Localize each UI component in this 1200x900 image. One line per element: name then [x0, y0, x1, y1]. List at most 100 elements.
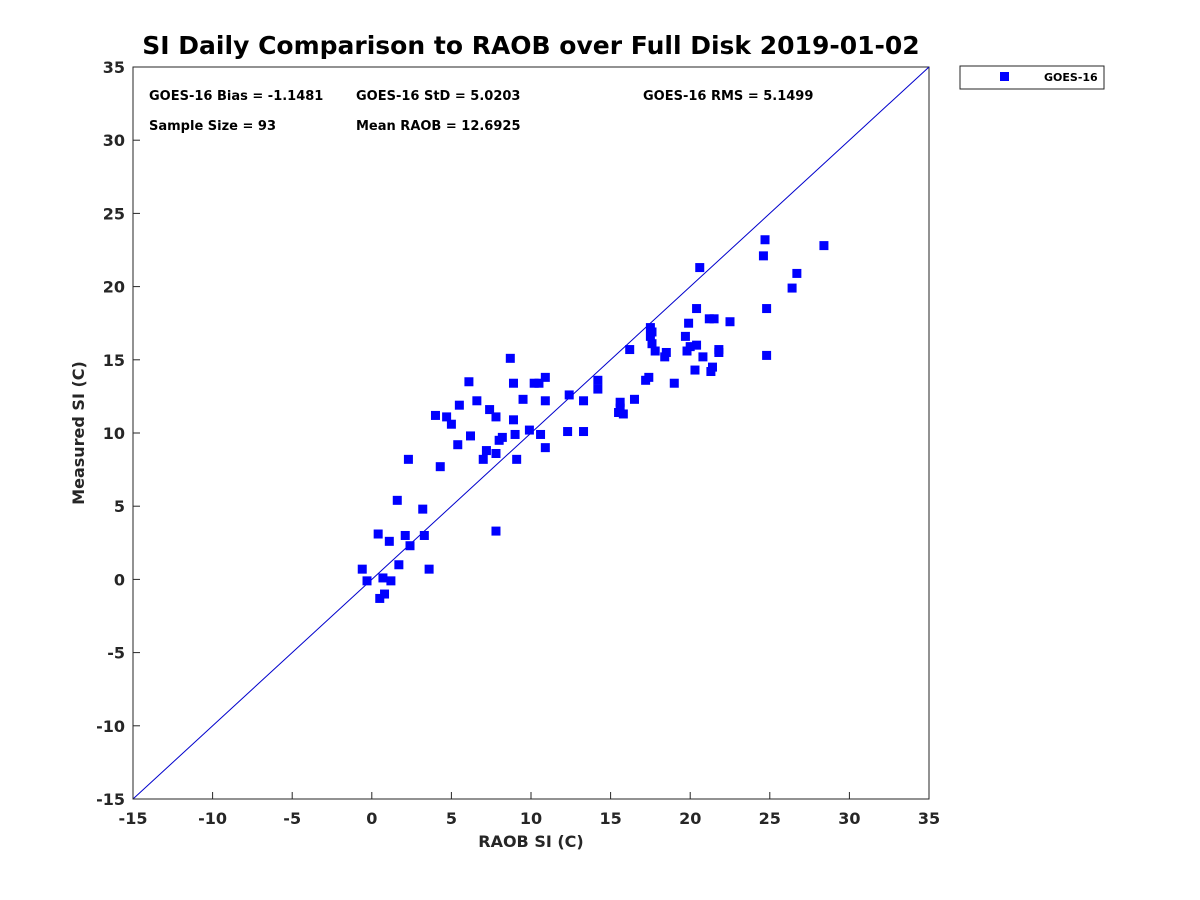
y-tick-label: -5: [107, 644, 125, 663]
data-point: [386, 576, 396, 586]
data-point: [647, 339, 657, 349]
data-point: [405, 541, 415, 551]
data-points: [357, 235, 829, 603]
data-point: [392, 495, 402, 505]
data-point: [695, 263, 705, 273]
data-point: [518, 394, 528, 404]
data-point: [540, 443, 550, 453]
data-point: [698, 352, 708, 362]
data-point: [650, 346, 660, 356]
data-point: [579, 396, 589, 406]
legend-box: [959, 65, 1105, 90]
data-point: [819, 241, 829, 251]
data-point: [357, 564, 367, 574]
data-point: [491, 412, 501, 422]
data-point: [380, 589, 390, 599]
data-point: [403, 454, 413, 464]
data-point: [625, 345, 635, 355]
data-point: [400, 530, 410, 540]
x-axis-ticks: -15 -10 -5 0 5 10 15 20 25 30 35: [119, 792, 940, 828]
x-tick-label: 15: [599, 809, 621, 828]
stat-std: GOES-16 StD = 5.0203: [356, 89, 520, 104]
data-point: [563, 427, 573, 437]
data-point: [692, 304, 702, 314]
data-point: [593, 384, 603, 394]
data-point: [629, 394, 639, 404]
y-tick-label: 10: [103, 424, 125, 443]
stat-bias: GOES-16 Bias = -1.1481: [149, 89, 323, 104]
y-axis-label: Measured SI (C): [69, 361, 88, 505]
data-point: [375, 593, 385, 603]
stat-rms: GOES-16 RMS = 5.1499: [643, 89, 813, 104]
data-point: [540, 396, 550, 406]
data-point: [540, 372, 550, 382]
data-point: [690, 365, 700, 375]
data-point: [714, 345, 724, 355]
y-tick-label: 25: [103, 204, 125, 223]
data-point: [446, 419, 456, 429]
data-point: [762, 304, 772, 314]
x-tick-label: 25: [759, 809, 781, 828]
data-point: [394, 560, 404, 570]
y-tick-label: 5: [114, 497, 125, 516]
y-tick-label: 30: [103, 131, 125, 150]
y-tick-label: -10: [96, 717, 125, 736]
plot-area: -15 -10 -5 0 5 10 15 20 25 30 35 -15 -10 -5 0 5 10 15 20 2…: [96, 58, 940, 828]
data-point: [524, 425, 534, 435]
data-point: [760, 235, 770, 245]
x-tick-label: -10: [198, 809, 227, 828]
data-point: [758, 251, 768, 261]
legend: GOES-16: [959, 65, 1105, 90]
data-point: [647, 327, 657, 337]
data-point: [508, 378, 518, 388]
data-point: [510, 429, 520, 439]
data-point: [454, 400, 464, 410]
y-tick-label: 15: [103, 351, 125, 370]
legend-marker-square-icon: [1000, 72, 1009, 81]
data-point: [424, 564, 434, 574]
data-point: [615, 403, 625, 413]
data-point: [787, 283, 797, 293]
data-point: [762, 350, 772, 360]
data-point: [709, 314, 719, 324]
data-point: [442, 412, 452, 422]
x-tick-label: -15: [119, 809, 148, 828]
stats-annotations: GOES-16 Bias = -1.1481 GOES-16 StD = 5.0…: [149, 89, 813, 134]
y-tick-label: 0: [114, 570, 125, 589]
data-point: [378, 573, 388, 583]
y-tick-label: 20: [103, 278, 125, 297]
stat-mean-raob: Mean RAOB = 12.6925: [356, 119, 521, 134]
data-point: [481, 446, 491, 456]
y-tick-label: -15: [96, 790, 125, 809]
data-point: [615, 397, 625, 407]
x-tick-label: 10: [520, 809, 542, 828]
data-point: [497, 432, 507, 442]
data-point: [685, 342, 695, 352]
data-point: [466, 431, 476, 441]
data-point: [384, 536, 394, 546]
data-point: [593, 375, 603, 385]
data-point: [792, 268, 802, 278]
data-point: [707, 362, 717, 372]
x-tick-label: 0: [366, 809, 377, 828]
data-point: [661, 347, 671, 357]
data-point: [419, 530, 429, 540]
data-point: [704, 314, 714, 324]
chart-title: SI Daily Comparison to RAOB over Full Di…: [142, 31, 919, 60]
data-point: [618, 409, 628, 419]
data-point: [373, 529, 383, 539]
x-tick-label: 35: [918, 809, 940, 828]
x-tick-label: 20: [679, 809, 701, 828]
data-point: [485, 405, 495, 415]
data-point: [464, 377, 474, 387]
data-point: [478, 454, 488, 464]
data-point: [512, 454, 522, 464]
data-point: [472, 396, 482, 406]
legend-label: GOES-16: [1044, 71, 1098, 84]
data-point: [491, 526, 501, 536]
data-point: [692, 340, 702, 350]
stat-sample-size: Sample Size = 93: [149, 119, 276, 134]
data-point: [684, 318, 694, 328]
data-point: [362, 576, 372, 586]
